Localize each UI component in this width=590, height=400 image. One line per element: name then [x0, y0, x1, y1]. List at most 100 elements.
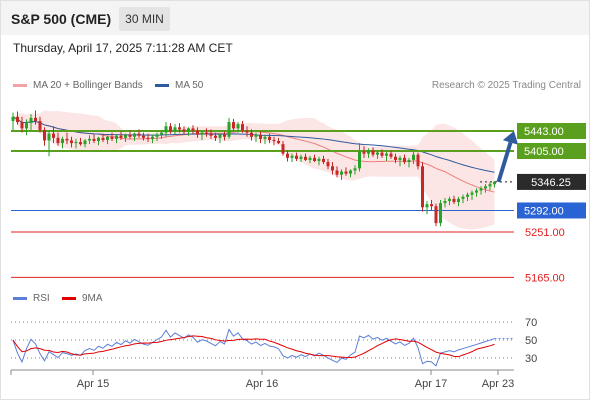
candle-body	[173, 127, 177, 132]
candle-body	[74, 142, 78, 144]
legend-rsi: RSI	[13, 293, 50, 304]
level-label-5443.00: 5443.00	[524, 126, 564, 138]
last-price-label: 5346.25	[531, 177, 571, 189]
candle-body	[326, 162, 330, 167]
candle-body	[137, 133, 141, 136]
candle-body	[43, 129, 46, 141]
candle-body	[124, 134, 127, 138]
candle-body	[466, 194, 469, 197]
copyright: Research © 2025 Trading Central	[431, 80, 581, 91]
candle-body	[398, 157, 402, 160]
candle-body	[475, 190, 478, 193]
rsi-line	[12, 328, 495, 367]
candle-body	[182, 129, 186, 132]
candle-body	[47, 133, 51, 141]
legend-9ma-label: 9MA	[82, 293, 103, 304]
legend-ma50: MA 50	[155, 80, 203, 91]
candle-body	[146, 137, 150, 139]
candle-body	[335, 170, 339, 175]
candle-body	[20, 122, 24, 129]
rsi-panel: 70 50 30	[11, 317, 537, 367]
candle-body	[241, 124, 244, 131]
candle-body	[11, 116, 15, 121]
timeframe-badge[interactable]: 30 MIN	[119, 7, 170, 31]
candle-body	[299, 156, 303, 159]
candle-body	[218, 134, 222, 138]
candle-body	[34, 117, 37, 121]
candle-body	[376, 152, 379, 155]
level-tag-5443.00	[517, 123, 586, 139]
candle-body	[349, 170, 352, 174]
candle-body	[452, 198, 456, 203]
timestamp: Thursday, April 17, 2025 7:11:28 AM CET	[13, 41, 233, 55]
ma20-swatch	[13, 83, 27, 87]
candle-body	[488, 184, 492, 187]
candle-body	[209, 133, 213, 136]
candle-body	[344, 171, 348, 174]
candle-body	[448, 198, 451, 201]
levels-layer	[11, 130, 514, 278]
candle-body	[250, 132, 253, 137]
candle-body	[277, 141, 280, 144]
level-label-5292.00: 5292.00	[524, 205, 564, 217]
candle-body	[434, 206, 438, 224]
price-tags: 5443.00 5405.00 5346.25 5292.00 5251.00 5165.…	[517, 123, 586, 284]
rsi-tick-50: 50	[525, 335, 537, 347]
candle-body	[493, 182, 496, 185]
rsi-9ma-line	[12, 335, 495, 359]
x-tick-label: Apr 17	[415, 378, 447, 390]
candle-body	[56, 137, 60, 144]
candle-body	[196, 130, 199, 135]
candle-body	[484, 186, 487, 189]
candles-layer	[11, 110, 496, 227]
candle-body	[70, 140, 73, 144]
bollinger-bands	[13, 110, 495, 230]
candle-body	[106, 136, 109, 140]
candle-body	[362, 151, 366, 154]
header-bar	[0, 0, 590, 35]
candle-body	[245, 130, 249, 133]
candle-body	[340, 171, 343, 175]
candle-body	[389, 153, 393, 157]
candle-body	[101, 137, 105, 140]
candle-body	[223, 134, 226, 137]
candle-body	[371, 150, 375, 155]
candle-body	[425, 204, 429, 208]
candle-body	[407, 159, 411, 163]
candle-body	[304, 156, 307, 160]
candle-body	[358, 151, 361, 169]
candle-body	[443, 201, 447, 204]
candle-body	[214, 135, 217, 138]
ma50-swatch	[155, 83, 169, 87]
candle-body	[430, 204, 433, 207]
rsi-swatch	[13, 296, 27, 300]
candle-body	[160, 132, 163, 135]
x-axis: Apr 15 Apr 16 Apr 17 Apr 23	[10, 369, 514, 390]
candle-body	[83, 140, 87, 145]
projection-head	[502, 131, 519, 145]
candle-body	[254, 134, 258, 137]
candle-body	[65, 138, 69, 141]
ma50-line	[12, 116, 495, 173]
candle-body	[128, 134, 132, 137]
candle-body	[29, 117, 33, 124]
candle-body	[295, 155, 298, 159]
candle-body	[403, 157, 406, 163]
candle-body	[187, 128, 190, 132]
candle-body	[385, 153, 388, 156]
candle-body	[79, 142, 82, 145]
rsi-tick-70: 70	[525, 317, 537, 329]
candle-body	[151, 136, 154, 139]
candle-body	[421, 166, 424, 208]
candle-body	[313, 157, 316, 161]
candle-body	[191, 128, 195, 131]
candle-body	[16, 116, 19, 123]
candle-body	[205, 132, 208, 134]
x-tick-label: Apr 23	[482, 378, 514, 390]
legend-ma50-label: MA 50	[175, 80, 204, 91]
candle-body	[290, 155, 294, 158]
candle-body	[479, 188, 483, 191]
candle-body	[394, 156, 397, 160]
candle-body	[380, 152, 384, 156]
